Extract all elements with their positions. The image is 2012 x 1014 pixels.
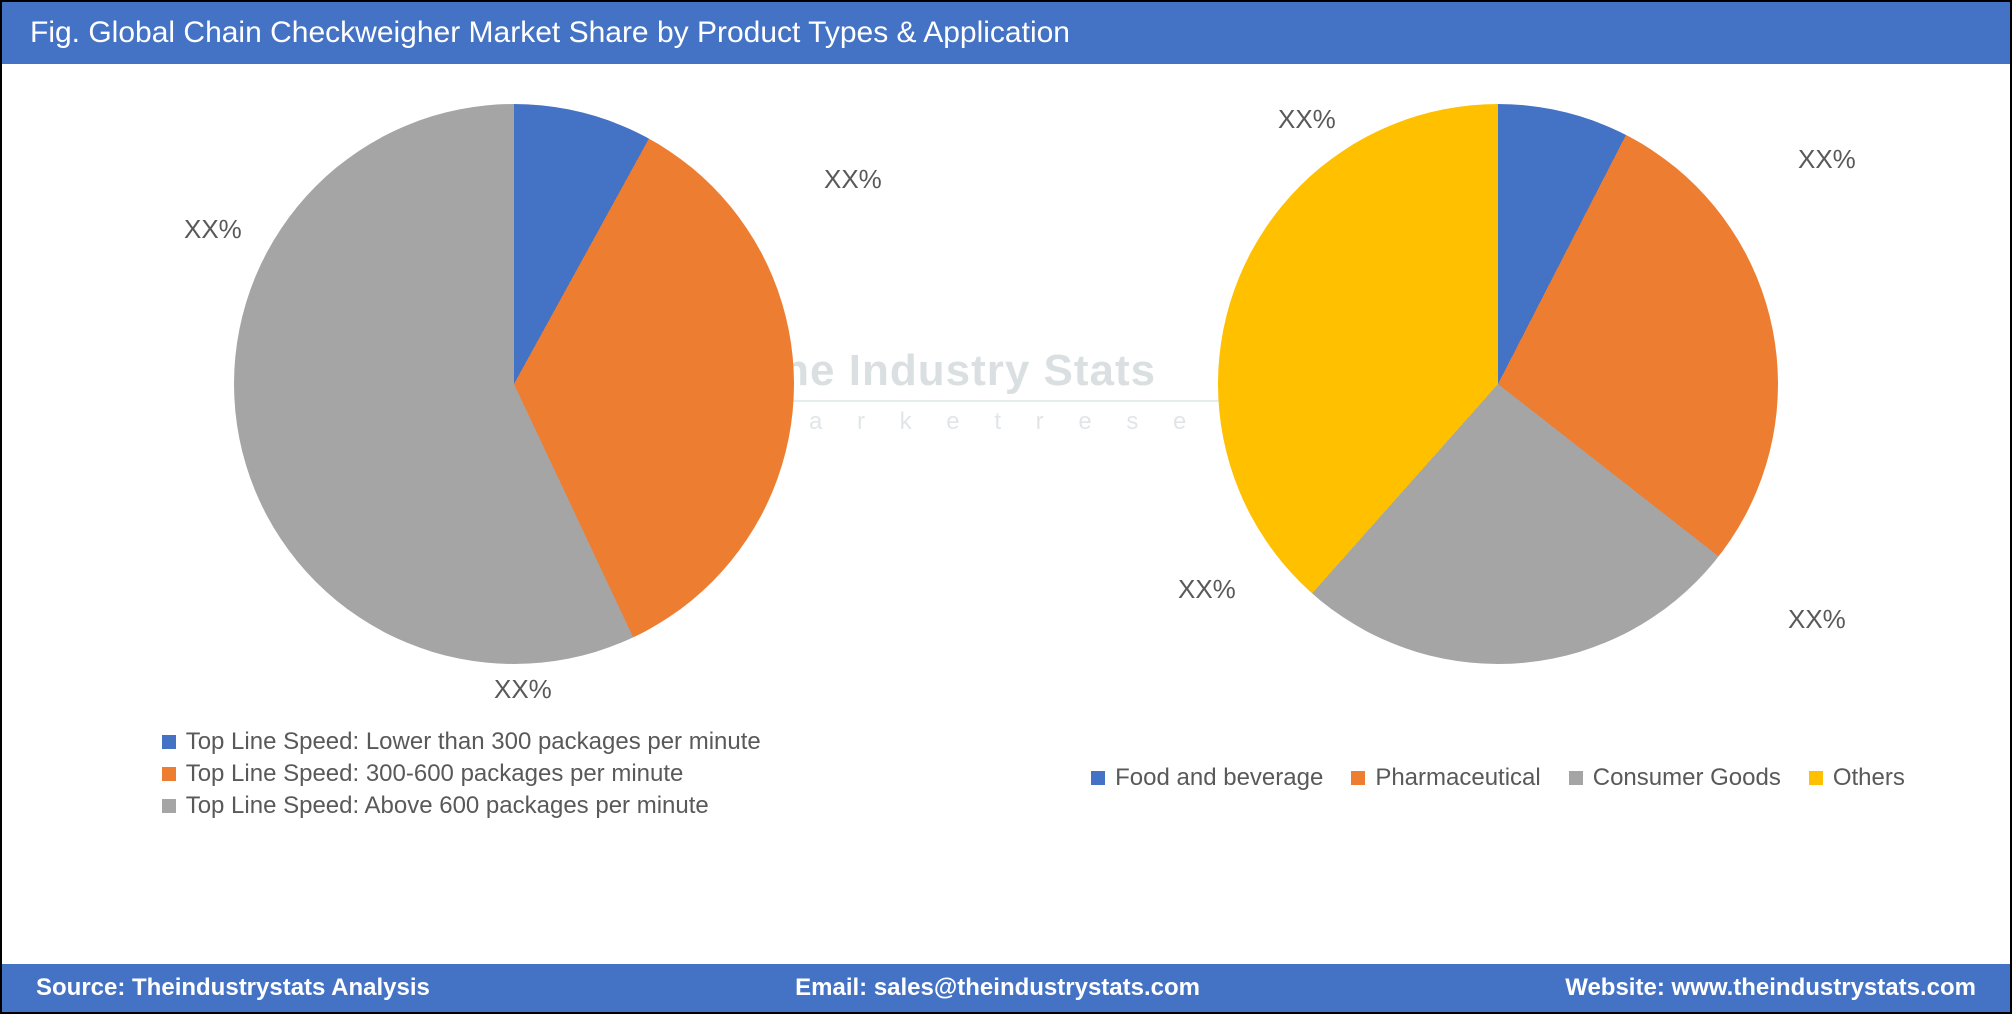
pie-2 <box>1218 104 1778 664</box>
footer-website: Website: www.theindustrystats.com <box>1565 974 1976 1002</box>
legend-application: Food and beverage Pharmaceutical Consume… <box>1091 764 1905 792</box>
pie-wrap-1: XX% XX% XX% <box>234 104 794 664</box>
slice-label: XX% <box>824 164 882 195</box>
swatch-icon <box>1569 771 1583 785</box>
footer-email: Email: sales@theindustrystats.com <box>795 974 1200 1002</box>
legend-label: Top Line Speed: Above 600 packages per m… <box>186 792 709 820</box>
swatch-icon <box>162 735 176 749</box>
swatch-icon <box>1809 771 1823 785</box>
slice-label: XX% <box>1278 104 1336 135</box>
legend-label: Top Line Speed: 300-600 packages per min… <box>186 760 684 788</box>
legend-label: Others <box>1833 764 1905 792</box>
legend-label: Food and beverage <box>1115 764 1323 792</box>
swatch-icon <box>1351 771 1365 785</box>
legend-item: Top Line Speed: Above 600 packages per m… <box>162 792 761 820</box>
swatch-icon <box>162 767 176 781</box>
legend-product-type: Top Line Speed: Lower than 300 packages … <box>162 724 761 824</box>
figure-title: Fig. Global Chain Checkweigher Market Sh… <box>2 2 2010 64</box>
slice-label: XX% <box>1788 604 1846 635</box>
footer-source: Source: Theindustrystats Analysis <box>36 974 430 1002</box>
legend-item: Top Line Speed: Lower than 300 packages … <box>162 728 761 756</box>
application-chart: XX% XX% XX% XX% Food and beverage Pharma… <box>1026 104 1971 792</box>
slice-label: XX% <box>184 214 242 245</box>
legend-item: Top Line Speed: 300-600 packages per min… <box>162 760 761 788</box>
legend-label: Pharmaceutical <box>1375 764 1540 792</box>
slice-label: XX% <box>494 674 552 705</box>
legend-label: Top Line Speed: Lower than 300 packages … <box>186 728 761 756</box>
product-type-chart: XX% XX% XX% Top Line Speed: Lower than 3… <box>42 104 987 824</box>
chart-area: The Industry Stats m a r k e t r e s e a… <box>2 64 2010 924</box>
legend-item: Food and beverage <box>1091 764 1323 792</box>
legend-item: Pharmaceutical <box>1351 764 1540 792</box>
legend-item: Others <box>1809 764 1905 792</box>
pie-1 <box>234 104 794 664</box>
slice-label: XX% <box>1798 144 1856 175</box>
swatch-icon <box>1091 771 1105 785</box>
legend-label: Consumer Goods <box>1593 764 1781 792</box>
pie-wrap-2: XX% XX% XX% XX% <box>1218 104 1778 664</box>
footer-bar: Source: Theindustrystats Analysis Email:… <box>2 964 2010 1012</box>
slice-label: XX% <box>1178 574 1236 605</box>
swatch-icon <box>162 799 176 813</box>
legend-item: Consumer Goods <box>1569 764 1781 792</box>
